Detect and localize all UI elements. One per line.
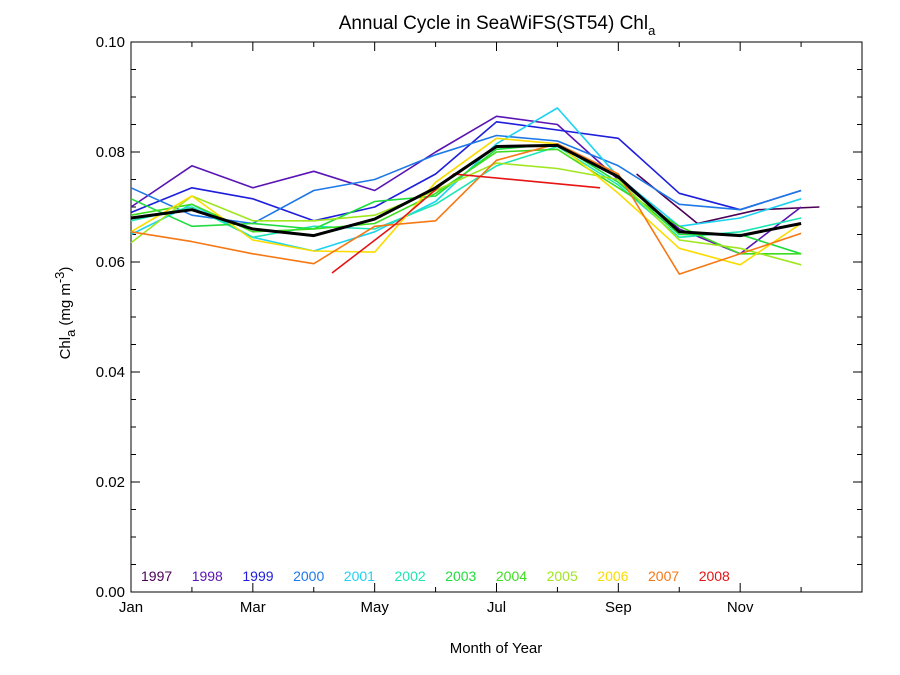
legend-entry-2008: 2008 xyxy=(699,568,730,584)
x-tick-label: Mar xyxy=(240,599,266,616)
chart-title: Annual Cycle in SeaWiFS(ST54) Chla xyxy=(339,13,656,38)
plot-frame xyxy=(130,41,863,593)
series-line-2007 xyxy=(130,143,802,275)
series-line-mean xyxy=(130,143,802,238)
legend-entry-2002: 2002 xyxy=(395,568,426,584)
legend-entry-1998: 1998 xyxy=(192,568,223,584)
x-tick-label: Jan xyxy=(119,599,143,616)
series-line-2005 xyxy=(130,162,802,266)
y-axis-ticks: 0.00 0.02 0.04 0.06 0.08 0.10 xyxy=(96,34,862,601)
legend-entry-2006: 2006 xyxy=(597,568,628,584)
legend-entry-2004: 2004 xyxy=(496,568,527,584)
legend-entry-1997: 1997 xyxy=(141,568,172,584)
x-axis-label: Month of Year xyxy=(450,640,543,657)
series-line-2006 xyxy=(130,137,802,266)
y-axis-label: Chla(mg m-3) xyxy=(52,267,78,360)
x-tick-label: May xyxy=(360,599,389,616)
legend-entry-1999: 1999 xyxy=(242,568,273,584)
legend-entry-2007: 2007 xyxy=(648,568,679,584)
series-line-1997 xyxy=(636,173,820,225)
x-axis-ticks: Jan Mar May Jul Sep Nov xyxy=(119,42,802,616)
series-lines xyxy=(130,107,820,275)
legend-entry-2003: 2003 xyxy=(445,568,476,584)
legend: 1997 1998 1999 2000 2001 2002 2003 2004 2005 2006… xyxy=(141,568,730,584)
series-line-1999 xyxy=(130,121,802,222)
y-tick-label: 0.00 xyxy=(96,584,125,601)
legend-entry-2000: 2000 xyxy=(293,568,324,584)
series-line-2008 xyxy=(331,173,601,274)
y-tick-label: 0.08 xyxy=(96,144,125,161)
y-tick-label: 0.10 xyxy=(96,34,125,51)
series-line-2000 xyxy=(130,134,802,225)
y-tick-label: 0.04 xyxy=(96,364,125,381)
y-tick-label: 0.02 xyxy=(96,474,125,491)
x-tick-label: Jul xyxy=(487,599,506,616)
legend-entry-2001: 2001 xyxy=(344,568,375,584)
x-tick-label: Nov xyxy=(727,599,754,616)
x-tick-label: Sep xyxy=(605,599,632,616)
y-tick-label: 0.06 xyxy=(96,254,125,271)
legend-entry-2005: 2005 xyxy=(547,568,578,584)
